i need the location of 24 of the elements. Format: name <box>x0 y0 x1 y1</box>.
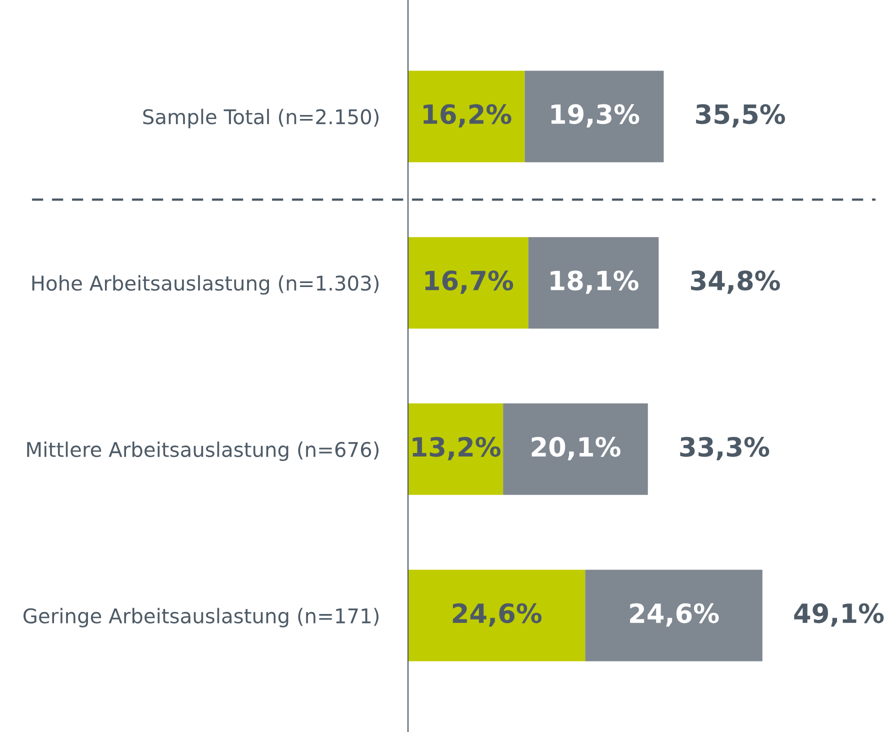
bar <box>524 70 664 162</box>
bar <box>503 403 648 495</box>
total-label: 34,8% <box>691 270 780 294</box>
total-label: 35,5% <box>696 104 785 128</box>
total-label: 49,1% <box>794 603 884 627</box>
data-label: 16,2% <box>424 104 512 128</box>
data-label: 13,2% <box>412 436 500 460</box>
bar <box>408 70 525 162</box>
data-label: 24,6% <box>630 603 719 627</box>
y-tick-label: Mittlere Arbeitsauslastung (n=676) <box>27 442 378 462</box>
bar <box>408 237 528 329</box>
bar <box>408 570 586 662</box>
y-tick-label: Hohe Arbeitsauslastung (n=1.303) <box>32 275 378 295</box>
data-label: 20,1% <box>532 436 620 460</box>
data-label: 24,6% <box>452 603 542 627</box>
bar <box>585 570 762 662</box>
bar <box>408 403 504 495</box>
y-tick-label: Geringe Arbeitsauslastung (n=171) <box>24 608 378 628</box>
y-tick-label: Sample Total (n=2.150) <box>143 108 378 128</box>
data-label: 18,1% <box>550 270 638 294</box>
bar <box>528 237 659 329</box>
data-label: 16,7% <box>425 270 514 294</box>
data-label: 19,3% <box>551 104 640 128</box>
total-label: 33,3% <box>680 436 770 460</box>
